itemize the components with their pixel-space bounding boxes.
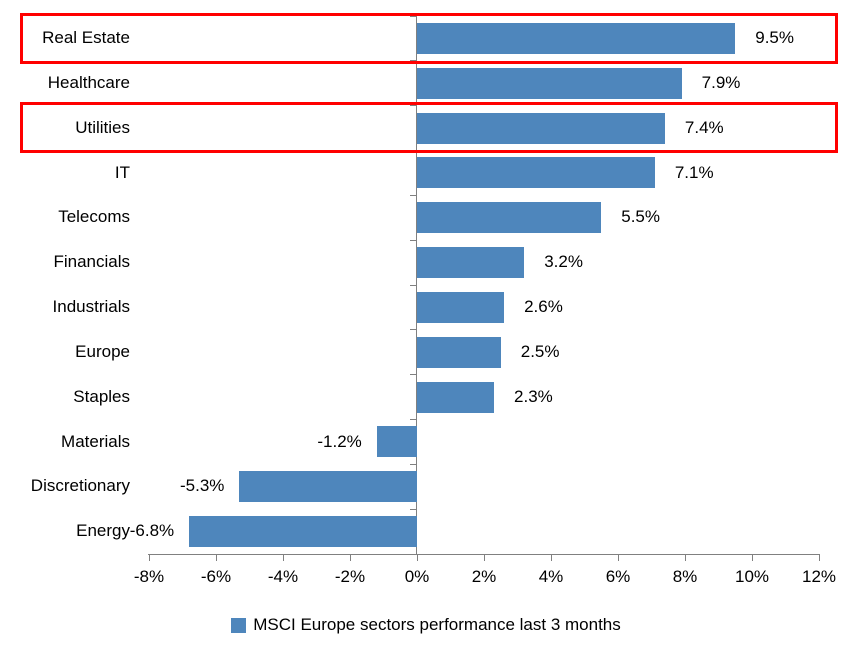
category-label: IT <box>114 162 130 182</box>
chart-bar <box>417 247 525 279</box>
category-label: Healthcare <box>47 72 130 92</box>
chart-bar <box>189 516 417 548</box>
chart-bar <box>417 157 655 189</box>
x-axis-tick <box>216 554 217 561</box>
x-axis-tick <box>752 554 753 561</box>
value-label: 9.5% <box>755 28 794 47</box>
category-label: Industrials <box>52 297 130 316</box>
value-label: 3.2% <box>544 252 583 272</box>
category-label: Energy <box>76 521 130 541</box>
x-axis-tick <box>417 554 418 561</box>
category-boundary-tick <box>410 15 417 17</box>
x-axis-tick-label: -8% <box>133 567 165 586</box>
category-boundary-tick <box>410 284 417 286</box>
chart-bar <box>376 426 417 458</box>
x-axis-tick <box>819 554 820 561</box>
x-axis-tick <box>685 554 686 561</box>
value-label: 5.5% <box>621 207 660 227</box>
value-label: -1.2% <box>317 431 362 451</box>
x-axis-tick <box>350 554 351 561</box>
chart-bar <box>417 381 495 413</box>
chart-bar <box>417 112 665 144</box>
category-boundary-tick <box>410 419 417 420</box>
legend-swatch-icon <box>231 617 247 633</box>
category-label: Real Estate <box>42 28 130 47</box>
value-label: 7.1% <box>674 162 714 182</box>
chart-bar <box>417 336 501 368</box>
chart-bar <box>417 22 736 54</box>
x-axis-tick <box>618 554 619 561</box>
chart-bar <box>239 471 417 503</box>
category-label: Europe <box>75 341 130 361</box>
x-axis-tick-label: 12% <box>801 567 837 586</box>
category-label: Discretionary <box>30 476 130 496</box>
category-label: Materials <box>61 431 130 451</box>
x-axis-tick <box>551 554 552 561</box>
value-label: 2.5% <box>520 341 560 361</box>
x-axis-tick-label: 8% <box>672 567 698 586</box>
category-label: Utilities <box>75 117 130 137</box>
value-label: -6.8% <box>129 521 175 541</box>
value-label: 7.4% <box>684 117 724 137</box>
category-boundary-tick <box>410 194 417 196</box>
x-axis-tick <box>149 554 150 561</box>
x-axis-tick-label: 10% <box>734 567 770 586</box>
value-label: 7.9% <box>701 72 741 92</box>
highlight-box-utilities <box>20 102 838 154</box>
category-boundary-tick <box>410 239 417 241</box>
category-label: Financials <box>53 252 130 272</box>
x-axis-tick <box>484 554 485 561</box>
category-label: Staples <box>73 386 130 406</box>
x-axis-tick-label: 0% <box>404 567 430 586</box>
x-axis-tick-label: 4% <box>538 567 564 586</box>
chart-bar <box>417 202 602 234</box>
chart-bar <box>417 67 682 99</box>
legend: MSCI Europe sectors performance last 3 m… <box>0 612 852 638</box>
category-boundary-tick <box>410 329 417 331</box>
category-boundary-tick <box>410 374 417 376</box>
x-axis-tick-label: -2% <box>334 567 366 586</box>
value-label: 2.6% <box>524 297 563 316</box>
category-boundary-tick <box>410 105 417 107</box>
chart-bar <box>417 291 505 323</box>
value-label: 2.3% <box>514 386 553 406</box>
x-axis-tick <box>283 554 284 561</box>
legend-label: MSCI Europe sectors performance last 3 m… <box>253 615 621 634</box>
value-label: -5.3% <box>180 476 225 496</box>
x-axis-tick-label: 6% <box>605 567 631 586</box>
x-axis-tick-label: -4% <box>267 567 299 586</box>
x-axis-tick-label: 2% <box>471 567 497 586</box>
highlight-box-real-estate <box>20 12 838 64</box>
category-boundary-tick <box>410 508 417 510</box>
category-boundary-tick <box>410 553 417 555</box>
category-boundary-tick <box>410 463 417 465</box>
category-label: Telecoms <box>58 207 130 227</box>
x-axis-tick-label: -6% <box>200 567 232 586</box>
